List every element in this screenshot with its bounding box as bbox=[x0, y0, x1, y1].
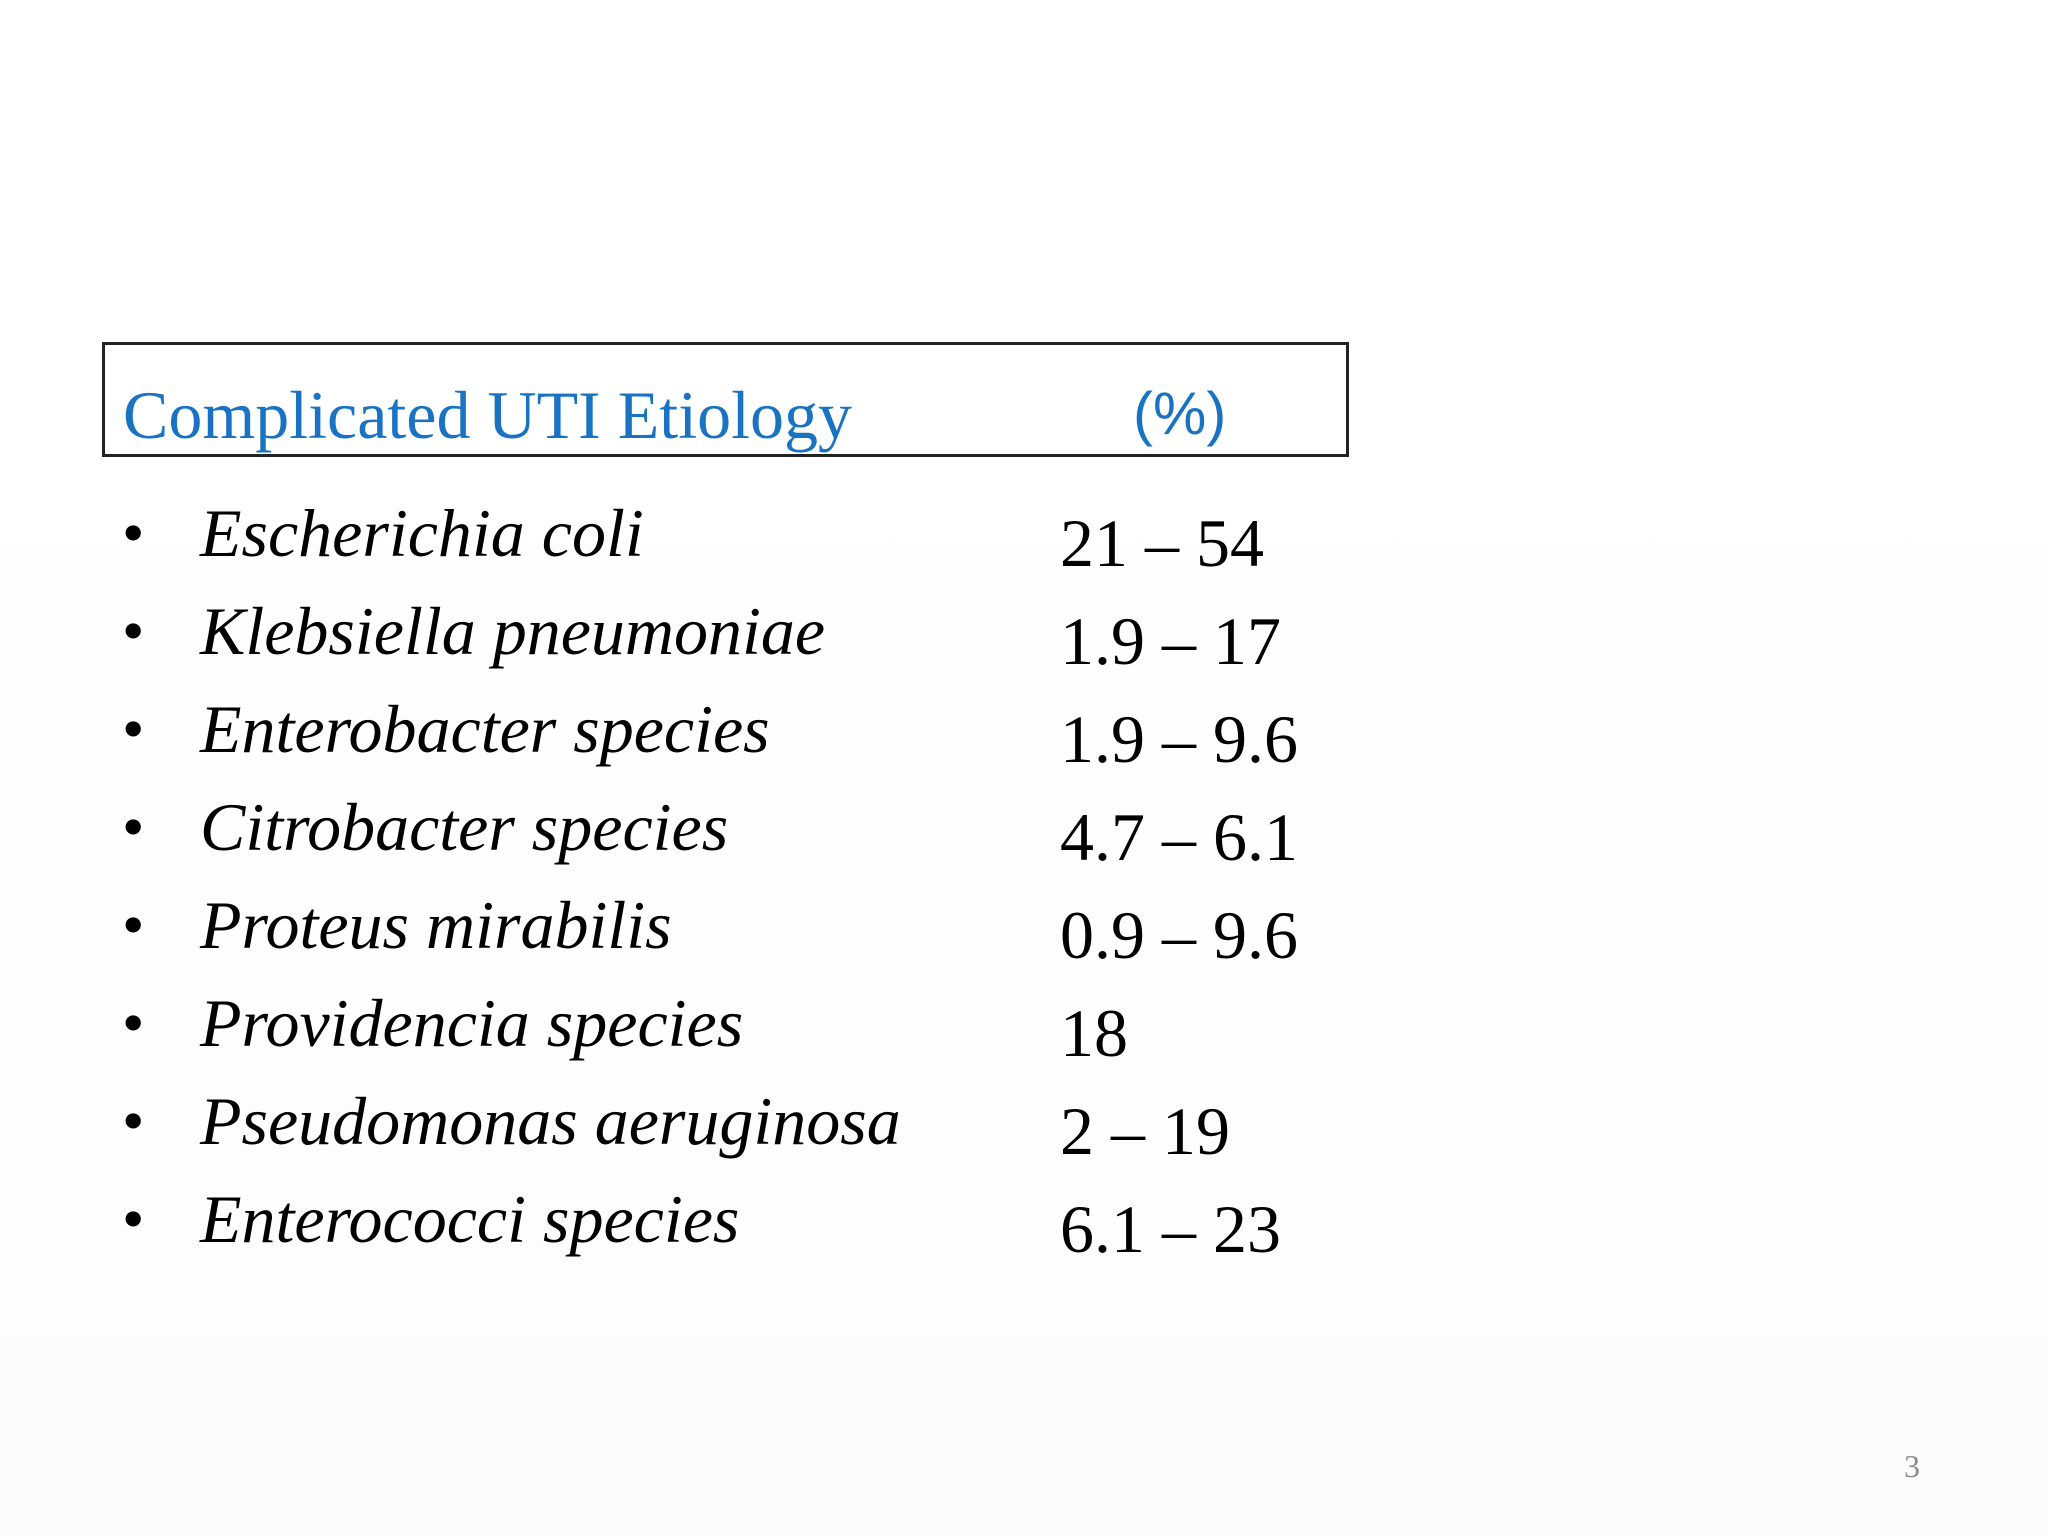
organism-name: Enterococci species bbox=[200, 1181, 740, 1257]
organism-name: Escherichia coli bbox=[200, 495, 644, 571]
bullet-icon: • bbox=[122, 1183, 145, 1254]
bullet-icon: • bbox=[122, 595, 145, 666]
list-item: • Escherichia coli 21 – 54 bbox=[0, 484, 2048, 582]
header-title: Complicated UTI Etiology bbox=[123, 377, 852, 453]
bullet-icon: • bbox=[122, 889, 145, 960]
percent-range: 1.9 – 9.6 bbox=[1060, 701, 1298, 777]
bullet-icon: • bbox=[122, 791, 145, 862]
organism-name: Proteus mirabilis bbox=[200, 887, 672, 963]
bullet-icon: • bbox=[122, 497, 145, 568]
percent-range: 18 bbox=[1060, 995, 1128, 1071]
percent-range: 6.1 – 23 bbox=[1060, 1191, 1281, 1267]
organism-name: Klebsiella pneumoniae bbox=[200, 593, 826, 669]
list-item: • Citrobacter species 4.7 – 6.1 bbox=[0, 778, 2048, 876]
page-number: 3 bbox=[1904, 1448, 1920, 1484]
organism-name: Enterobacter species bbox=[200, 691, 770, 767]
bullet-icon: • bbox=[122, 693, 145, 764]
percent-range: 4.7 – 6.1 bbox=[1060, 799, 1298, 875]
list-item: • Providencia species 18 bbox=[0, 974, 2048, 1072]
percent-range: 21 – 54 bbox=[1060, 505, 1264, 581]
percent-range: 1.9 – 17 bbox=[1060, 603, 1281, 679]
header-box bbox=[102, 342, 1349, 457]
list-item: • Pseudomonas aeruginosa 2 – 19 bbox=[0, 1072, 2048, 1170]
bullet-icon: • bbox=[122, 987, 145, 1058]
header-percent-label: (%) bbox=[1133, 380, 1227, 447]
organism-name: Citrobacter species bbox=[200, 789, 729, 865]
organism-name: Providencia species bbox=[200, 985, 744, 1061]
list-item: • Proteus mirabilis 0.9 – 9.6 bbox=[0, 876, 2048, 974]
list-item: • Enterococci species 6.1 – 23 bbox=[0, 1170, 2048, 1268]
list-item: • Enterobacter species 1.9 – 9.6 bbox=[0, 680, 2048, 778]
bullet-icon: • bbox=[122, 1085, 145, 1156]
list-item: • Klebsiella pneumoniae 1.9 – 17 bbox=[0, 582, 2048, 680]
organism-name: Pseudomonas aeruginosa bbox=[200, 1083, 901, 1159]
percent-range: 0.9 – 9.6 bbox=[1060, 897, 1298, 973]
percent-range: 2 – 19 bbox=[1060, 1093, 1230, 1169]
